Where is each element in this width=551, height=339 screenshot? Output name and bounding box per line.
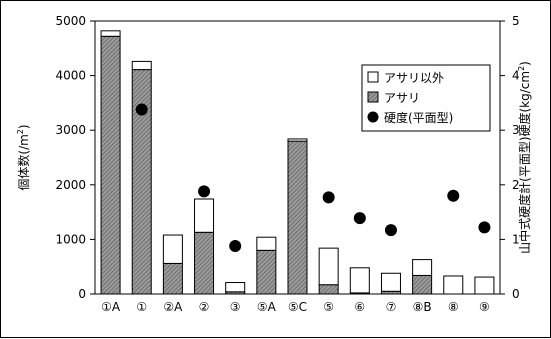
x-tick-label: ② [199,300,210,314]
bar-asari [194,231,215,295]
bar-asari [412,274,433,295]
legend-swatch-other [367,71,379,83]
bar-asari [162,262,183,295]
x-tick-label: ⑨ [479,300,490,314]
y-tick-label: 3000 [55,123,86,137]
hardness-point [229,239,242,252]
bar-other [194,198,215,233]
bar-other [318,247,339,286]
y-tick-label: 4000 [55,69,86,83]
y-tick-label: 2000 [55,178,86,192]
points-layer [135,103,491,252]
legend-label: アサリ [384,91,420,105]
bar-asari [131,69,152,295]
x-tick-label: ⑤A [257,300,277,314]
bar-other [162,234,183,264]
x-tick-label: ① [136,300,147,314]
x-tick-label: ⑧B [413,300,432,314]
x-tick-label: ⑥ [354,300,365,314]
y-tick-label: 1000 [55,232,86,246]
y-axis-title: 個体数(/m2) [16,124,31,190]
y2-axis-title: 山中式硬度計(平面型)硬度(kg/cm2) [517,61,532,254]
x-tick-label: ⑦ [386,300,397,314]
bar-asari [287,140,308,295]
bar-asari [318,284,339,295]
hardness-point [135,103,148,116]
x-tick-label: ⑧ [448,300,459,314]
bar-other [100,30,121,37]
legend-box [361,64,491,132]
x-tick-label: ②A [163,300,183,314]
bar-other [349,267,370,294]
bar-other [380,272,401,292]
legend-label: アサリ以外 [384,71,444,85]
y2-tick-label: 2 [512,178,520,192]
bar-other [131,60,152,71]
y2-tick-label: 3 [512,123,520,137]
x-tick-label: ①A [101,300,121,314]
y-tick-label: 0 [78,287,86,301]
hardness-point [384,224,397,237]
y-tick-label: 5000 [55,14,86,28]
x-tick-label: ⑤C [288,300,307,314]
y2-tick-label: 0 [512,287,520,301]
hardness-point [198,185,211,198]
bar-asari [256,249,277,295]
bar-asari [100,35,121,295]
hardness-point [353,212,366,225]
bar-other [412,259,433,276]
hardness-point [322,191,335,204]
bar-other [225,282,246,293]
hardness-point [478,221,491,234]
y2-tick-label: 1 [512,232,520,246]
bar-other [443,275,464,295]
bar-other [256,236,277,251]
axes-layer: ①A ① ②A ② ③ ⑤A ⑤C ⑤ ⑥ ⑦ ⑧B ⑧ ⑨ 0 1000 2000 3000 4000 5000 0… [16,14,532,314]
legend-marker-hardness [367,111,379,123]
x-tick-label: ⑤ [323,300,334,314]
legend-swatch-asari [367,91,379,103]
legend-label: 硬度(平面型) [384,110,453,125]
hardness-point [447,189,460,202]
bar-other [474,276,495,295]
bar-other [287,138,308,142]
y2-tick-label: 5 [512,14,520,28]
y2-tick-label: 4 [512,69,520,83]
x-tick-label: ③ [230,300,241,314]
